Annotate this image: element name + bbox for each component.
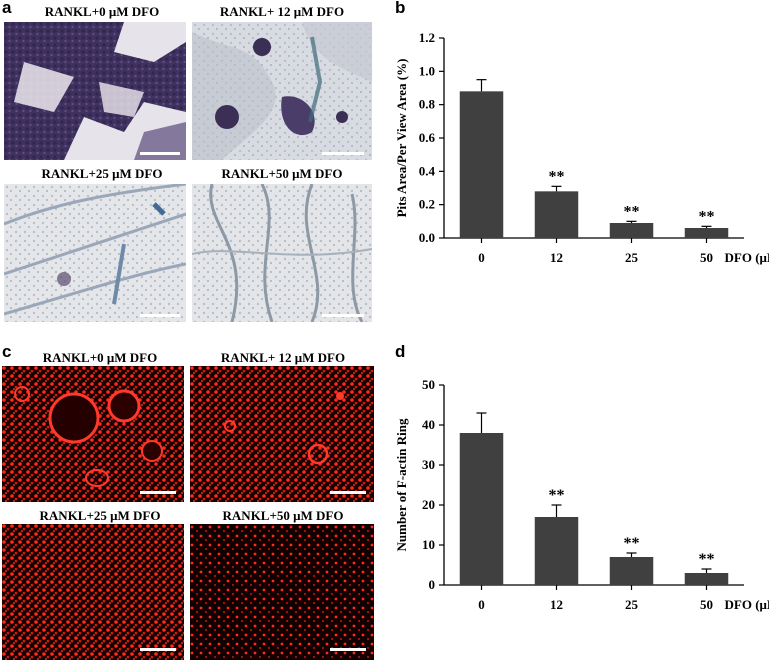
panel-c-micrograph-12 [190,366,374,502]
chart-d-y-axis-label: Number of F-actin Ring [394,418,409,552]
scale-bar [140,152,180,155]
chart-d-y-tick-label: 20 [422,497,435,512]
chart-d-significance: ** [549,487,565,504]
panel-a-label-0: RANKL+0 μM DFO [44,4,160,19]
scale-bar [322,152,364,155]
scale-bar [140,648,176,651]
chart-b-y-tick-label: 0.2 [419,197,435,212]
chart-d-x-axis-label: DFO (μM) [725,597,769,612]
chart-b-significance: ** [624,203,640,220]
chart-d-y-tick-label: 30 [422,457,435,472]
chart-b-x-axis-label: DFO (μM) [725,250,769,265]
chart-d-y-tick-label: 0 [429,577,436,592]
chart-b-bar-0 [459,91,504,238]
chart-d-significance: ** [699,551,715,568]
panel-a-micrograph-25 [4,184,186,322]
panel-c-micrograph-50 [190,524,374,660]
chart-b-y-tick-label: 0.6 [419,130,436,145]
chart-d-y-tick-label: 10 [422,537,435,552]
panel-letter-a: a [2,0,12,17]
panel-a-micrograph-12 [192,22,372,160]
chart-b-bar-25 [609,223,654,238]
chart-b-bar-12 [534,191,579,238]
chart-b-significance: ** [699,208,715,225]
chart-d-y-tick-label: 50 [422,377,435,392]
chart-d-x-tick-label: 12 [550,597,563,612]
scale-bar [140,491,176,494]
chart-b-significance: ** [549,168,565,185]
panel-letter-d: d [395,342,406,361]
panel-a-micrograph-50 [192,184,372,322]
chart-b: 0.0 0.2 0.4 0.6 0.8 1.0 1.2 Pits Area/Per View … [394,30,769,265]
panel-c-label-25: RANKL+25 μM DFO [39,508,161,523]
scale-bar [330,491,366,494]
chart-b-x-tick-label: 25 [625,250,639,265]
chart-d-bar-50 [684,573,729,585]
chart-d-y-tick-label: 40 [422,417,435,432]
chart-b-x-tick-label: 50 [700,250,713,265]
chart-d-bar-25 [609,557,654,585]
chart-d-x-tick-label: 25 [625,597,639,612]
panel-letter-c: c [2,342,12,361]
panel-a-label-50: RANKL+50 μM DFO [221,166,343,181]
chart-b-y-tick-label: 0.0 [419,230,435,245]
chart-b-y-tick-label: 0.4 [419,163,436,178]
chart-d-x-tick-label: 50 [700,597,713,612]
panel-a-label-12: RANKL+ 12 μM DFO [219,4,345,19]
panel-letter-b: b [395,0,406,17]
scale-bar [330,648,366,651]
chart-b-y-tick-label: 1.0 [419,63,435,78]
panel-c-label-12: RANKL+ 12 μM DFO [220,350,346,365]
chart-d: 0 10 20 30 40 50 Number of F-actin Ring 0 ** 12 **… [394,377,769,612]
scale-bar [322,314,364,317]
panel-c-label-50: RANKL+50 μM DFO [222,508,344,523]
chart-b-y-axis-label: Pits Area/Per View Area (%) [394,59,409,218]
panel-a-label-25: RANKL+25 μM DFO [41,166,163,181]
panel-c-micrograph-25 [2,524,184,660]
chart-d-bar-0 [459,433,504,585]
scale-bar [140,314,180,317]
chart-d-x-tick-label: 0 [478,597,485,612]
chart-d-bar-12 [534,517,579,585]
panel-c-micrograph-0 [2,366,184,502]
chart-b-x-tick-label: 12 [550,250,563,265]
chart-b-y-tick-label: 0.8 [419,97,436,112]
panel-c-label-0: RANKL+0 μM DFO [42,350,158,365]
chart-b-y-tick-label: 1.2 [419,30,435,45]
chart-b-x-tick-label: 0 [478,250,485,265]
chart-d-significance: ** [624,535,640,552]
panel-a-micrograph-0 [4,22,186,160]
chart-b-bar-50 [684,228,729,238]
